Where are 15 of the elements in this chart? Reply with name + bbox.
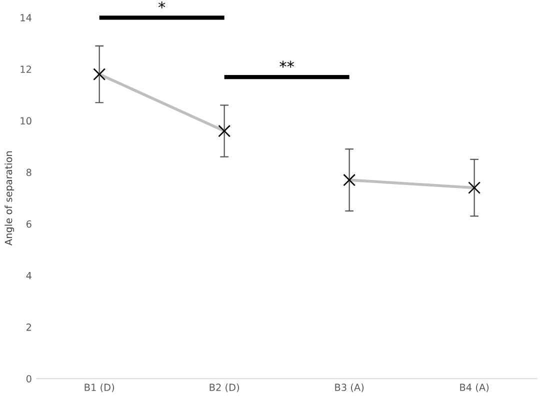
x-tick-label: B2 (D) <box>210 384 240 392</box>
y-tick-label: 10 <box>20 117 32 125</box>
y-tick-label: 0 <box>26 375 32 382</box>
y-axis-title: Angle of separation <box>4 151 14 246</box>
y-tick-label: 14 <box>20 14 32 22</box>
y-tick-label: 12 <box>20 66 32 73</box>
x-tick-label: B1 (D) <box>84 384 114 392</box>
y-tick-label: 6 <box>26 220 32 228</box>
y-tick-label: 8 <box>26 168 32 176</box>
y-tick-label: 2 <box>26 324 32 331</box>
annotation: ** <box>280 60 294 68</box>
text: * <box>158 1 166 8</box>
x-tick-label: B4 (A) <box>460 384 489 392</box>
y-tick-label: 4 <box>26 272 32 280</box>
x-tick-label: B3 (A) <box>335 384 364 392</box>
